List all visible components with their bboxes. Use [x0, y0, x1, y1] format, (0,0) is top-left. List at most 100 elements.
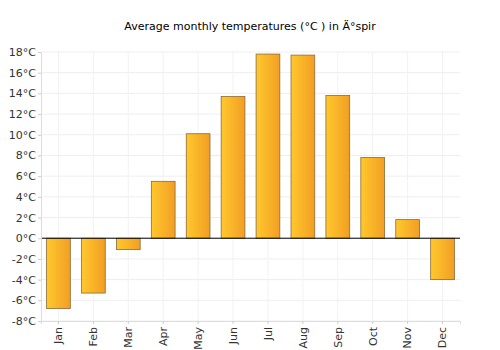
x-tick-mark — [267, 321, 268, 324]
x-tick: Dec — [436, 321, 449, 348]
x-tick: Jul — [262, 321, 275, 341]
grid-line — [41, 300, 460, 301]
y-tick-mark — [38, 197, 41, 198]
x-tick-label: May — [192, 327, 205, 350]
y-tick: 16°C — [9, 67, 41, 80]
bar — [151, 181, 175, 238]
x-tick-mark — [372, 321, 373, 324]
y-tick: -4°C — [12, 274, 41, 287]
x-tick: Jan — [52, 321, 65, 345]
x-tick: Sep — [332, 321, 345, 348]
x-tick-label: Mar — [122, 327, 135, 348]
y-tick-mark — [38, 300, 41, 301]
y-tick-mark — [38, 135, 41, 136]
x-tick-mark — [407, 321, 408, 324]
x-tick-mark — [93, 321, 94, 324]
x-tick-label: Jul — [262, 327, 275, 341]
y-tick-mark — [38, 93, 41, 94]
x-tick-label: Jun — [227, 327, 240, 345]
y-tick: 6°C — [16, 170, 41, 183]
x-tick-mark — [233, 321, 234, 324]
grid-line — [41, 238, 460, 239]
bar — [82, 238, 106, 293]
y-tick-label: -8°C — [12, 315, 36, 328]
x-tick-mark — [442, 321, 443, 324]
x-tick-mark — [337, 321, 338, 324]
x-tick-mark — [302, 321, 303, 324]
x-tick-mark — [163, 321, 164, 324]
x-axis: Jan Feb Mar Apr May Jun Jul Aug Sep Oct Nov Dec — [42, 321, 461, 350]
x-tick-label: Dec — [436, 327, 449, 348]
chart: Average monthly temperatures (°C ) in Ä°… — [0, 0, 500, 350]
plot: -8°C -6°C -4°C -2°C 0°C 2°C 4°C 6°C 8°C 10°C 12°C 1… — [9, 46, 461, 350]
y-tick-mark — [38, 73, 41, 74]
bar — [221, 96, 245, 238]
y-tick-mark — [38, 259, 41, 260]
y-tick-mark — [38, 238, 41, 239]
x-tick-label: Jan — [52, 327, 65, 345]
y-tick-label: 18°C — [9, 46, 36, 59]
grid-line — [41, 217, 460, 218]
grid-line — [41, 134, 460, 135]
y-tick: -6°C — [12, 294, 41, 307]
bar — [431, 238, 455, 279]
y-tick: -8°C — [12, 315, 41, 328]
y-tick: 2°C — [16, 212, 41, 225]
y-tick-mark — [38, 52, 41, 53]
y-tick-label: -4°C — [12, 274, 36, 287]
y-tick: -2°C — [12, 253, 41, 266]
y-tick-label: 4°C — [16, 191, 36, 204]
x-axis-line — [42, 322, 461, 325]
y-tick: 14°C — [9, 87, 41, 100]
grid-line — [41, 155, 460, 156]
bar — [186, 134, 210, 238]
x-tick: Aug — [297, 321, 310, 348]
x-tick-label: Sep — [332, 327, 345, 348]
x-tick-label: Aug — [297, 327, 310, 348]
y-tick: 12°C — [9, 108, 41, 121]
y-tick-mark — [38, 114, 41, 115]
bars — [47, 54, 455, 309]
zero-line — [41, 238, 460, 239]
grid — [41, 52, 460, 321]
y-tick: 4°C — [16, 191, 41, 204]
x-tick-label: Nov — [401, 327, 414, 349]
bar — [116, 238, 140, 249]
x-tick: Apr — [157, 321, 170, 346]
grid-line — [41, 93, 460, 94]
bar — [361, 158, 385, 239]
grid-line-vertical — [407, 52, 408, 321]
x-tick: Feb — [87, 321, 100, 346]
x-tick: May — [192, 321, 205, 350]
y-tick-mark — [38, 321, 41, 322]
x-tick-mark — [198, 321, 199, 324]
y-tick-label: 0°C — [16, 232, 36, 245]
y-tick-label: 14°C — [9, 87, 36, 100]
x-tick-mark — [128, 321, 129, 324]
bar — [326, 95, 350, 238]
x-tick-mark — [58, 321, 59, 324]
grid-line-vertical — [442, 52, 443, 321]
y-tick: 8°C — [16, 149, 41, 162]
x-tick: Oct — [367, 321, 380, 346]
y-tick-label: 10°C — [9, 129, 36, 142]
y-tick: 10°C — [9, 129, 41, 142]
y-tick-label: -2°C — [12, 253, 36, 266]
grid-line — [41, 196, 460, 197]
y-tick-mark — [38, 176, 41, 177]
y-tick-label: 6°C — [16, 170, 36, 183]
y-axis: -8°C -6°C -4°C -2°C 0°C 2°C 4°C 6°C 8°C 10°C 12°C 1… — [9, 46, 42, 328]
grid-line — [41, 72, 460, 73]
x-tick: Mar — [122, 321, 135, 348]
bar — [396, 220, 420, 239]
grid-line — [41, 114, 460, 115]
y-axis-line — [38, 53, 42, 322]
grid-line — [41, 176, 460, 177]
x-tick-label: Oct — [367, 326, 380, 346]
grid-line — [41, 52, 460, 53]
y-tick-label: -6°C — [12, 294, 36, 307]
x-tick-label: Feb — [87, 327, 100, 346]
y-tick-label: 8°C — [16, 149, 36, 162]
y-tick: 0°C — [16, 232, 41, 245]
x-tick: Jun — [227, 321, 240, 345]
